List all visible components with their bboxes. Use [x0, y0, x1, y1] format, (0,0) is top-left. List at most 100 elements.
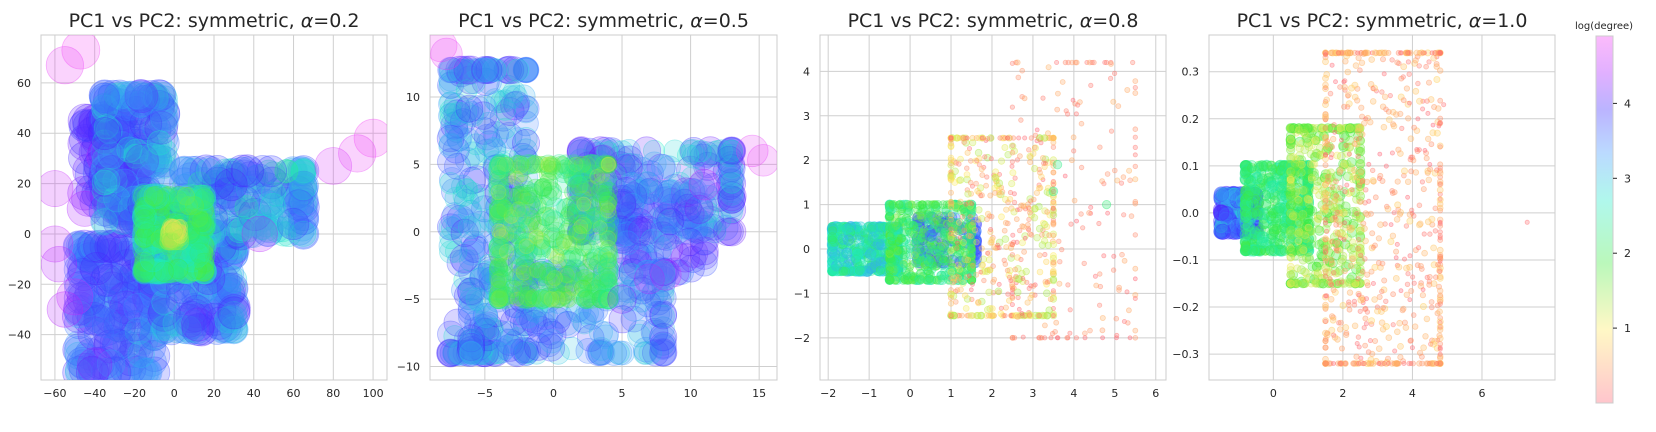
- data-point: [140, 260, 163, 283]
- data-point: [1097, 144, 1103, 150]
- data-point: [964, 252, 977, 265]
- data-point: [513, 280, 530, 297]
- data-point: [181, 237, 207, 263]
- data-point: [713, 217, 742, 247]
- data-point: [173, 224, 187, 238]
- data-point: [455, 178, 478, 200]
- data-point: [483, 58, 507, 82]
- data-point: [1009, 104, 1016, 110]
- data-point: [584, 175, 608, 199]
- data-point: [571, 163, 592, 184]
- data-point: [827, 222, 838, 232]
- scatter-points: [430, 35, 777, 368]
- data-point: [137, 201, 163, 227]
- data-point: [581, 154, 603, 175]
- data-point: [592, 270, 614, 293]
- data-point: [500, 91, 529, 121]
- data-point: [512, 284, 536, 308]
- data-point: [562, 164, 584, 185]
- x-tick-label: −40: [83, 387, 106, 400]
- data-point: [446, 249, 474, 277]
- data-point: [68, 256, 100, 288]
- data-point: [290, 157, 317, 184]
- data-point: [173, 260, 197, 284]
- data-point: [998, 305, 1004, 311]
- data-point: [163, 225, 181, 243]
- data-point: [218, 233, 250, 266]
- data-point: [947, 169, 955, 176]
- data-point: [161, 232, 180, 251]
- data-point: [1026, 152, 1034, 161]
- data-point: [488, 178, 509, 199]
- data-point: [191, 211, 213, 233]
- data-point: [514, 95, 539, 120]
- data-point: [151, 95, 178, 122]
- data-point: [878, 221, 890, 233]
- data-point: [181, 157, 209, 185]
- data-point: [201, 166, 235, 200]
- data-point: [937, 255, 951, 269]
- data-point: [510, 336, 538, 364]
- data-point: [93, 126, 127, 159]
- data-point: [580, 214, 600, 234]
- data-point: [228, 203, 256, 232]
- data-point: [198, 302, 232, 336]
- data-point: [161, 220, 178, 238]
- data-point: [526, 155, 545, 173]
- data-point: [622, 171, 648, 197]
- data-point: [1036, 312, 1042, 319]
- data-point: [601, 139, 625, 163]
- data-point: [487, 279, 510, 301]
- data-point: [142, 220, 164, 242]
- data-point: [457, 216, 482, 240]
- data-point: [634, 178, 660, 204]
- data-point: [77, 316, 112, 351]
- data-point: [130, 357, 160, 380]
- data-point: [138, 275, 171, 309]
- data-point: [126, 206, 156, 236]
- data-point: [597, 185, 615, 203]
- data-point: [187, 210, 209, 232]
- data-point: [200, 170, 227, 197]
- data-point: [828, 264, 839, 275]
- data-point: [523, 183, 544, 204]
- data-point: [969, 247, 982, 261]
- data-point: [75, 231, 107, 262]
- data-point: [148, 146, 181, 178]
- data-point: [170, 220, 198, 248]
- data-point: [103, 273, 134, 304]
- data-point: [1121, 212, 1127, 218]
- data-point: [461, 182, 484, 205]
- data-point: [975, 299, 982, 306]
- data-point: [647, 206, 671, 230]
- data-point: [1099, 314, 1106, 321]
- data-point: [507, 285, 534, 312]
- data-point: [484, 274, 509, 299]
- data-point: [607, 190, 637, 219]
- data-point: [492, 280, 510, 298]
- data-point: [567, 224, 589, 246]
- data-point: [912, 211, 925, 225]
- data-point: [84, 306, 113, 334]
- data-point: [969, 235, 982, 248]
- data-point: [442, 136, 470, 164]
- data-point: [501, 232, 523, 254]
- data-point: [983, 182, 989, 189]
- data-point: [521, 262, 539, 280]
- data-point: [932, 243, 945, 257]
- data-point: [103, 265, 132, 294]
- grid: [820, 35, 1166, 380]
- data-point: [703, 220, 727, 244]
- data-point: [528, 258, 557, 286]
- data-point: [169, 215, 191, 236]
- data-point: [892, 241, 903, 252]
- data-point: [858, 266, 868, 277]
- data-point: [608, 305, 637, 334]
- data-point: [985, 256, 993, 264]
- data-point: [607, 282, 632, 307]
- data-point: [88, 117, 122, 151]
- data-point: [194, 212, 215, 233]
- data-point: [1101, 181, 1107, 187]
- data-point: [929, 227, 943, 241]
